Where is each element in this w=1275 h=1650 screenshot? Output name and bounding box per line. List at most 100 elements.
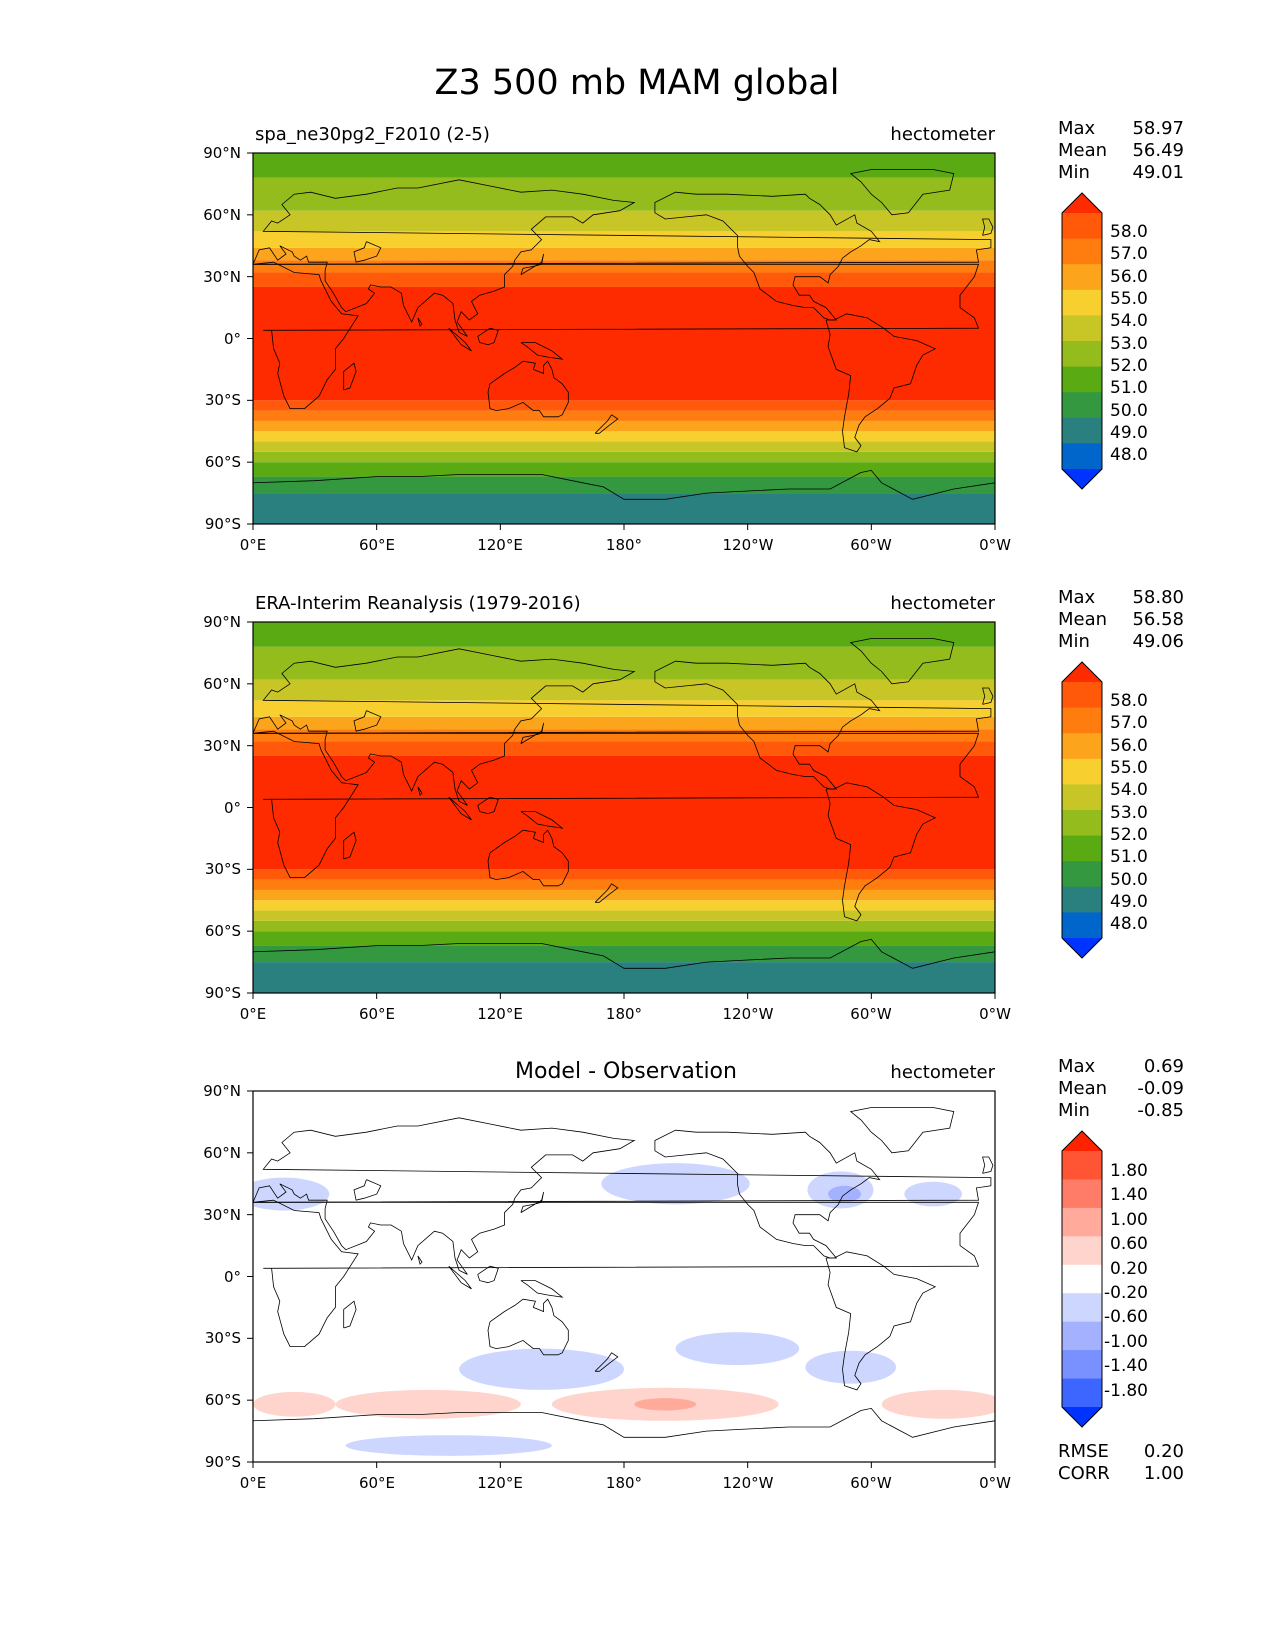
panel-2-cbar-label: 53.0	[1110, 803, 1148, 823]
panel-1-contour-band	[253, 451, 995, 463]
panel-1-max-label: Max	[1058, 118, 1096, 139]
panel-1-ytick-label: 60°N	[203, 206, 241, 224]
panel-2-coastline	[654, 660, 881, 790]
panel-2-coastline	[253, 730, 980, 878]
panel-3-cbar-label: 0.60	[1110, 1234, 1148, 1254]
panel-1-xtick-label: 0°W	[979, 536, 1011, 554]
panel-3-ytick-label: 30°S	[205, 1329, 241, 1347]
panel-2-coastline	[487, 829, 569, 887]
panel-1-coastline	[849, 169, 955, 216]
panel-2-cbar-label: 58.0	[1110, 691, 1148, 711]
panel-3-contour-region	[828, 1185, 862, 1203]
panel-1-cbar-label: 51.0	[1110, 378, 1148, 398]
panel-2-xtick-label: 60°E	[359, 1005, 395, 1023]
panel-2-colorbar-labels: 58.0 57.0 56.0 55.0 54.0 53.0 52.0 51.0 …	[1110, 691, 1148, 934]
panel-1-mean-value: 56.49	[1132, 140, 1184, 161]
panel-3-contour-region	[881, 1389, 995, 1419]
panel-1-min-label: Min	[1058, 162, 1090, 183]
panel-1-contour-band	[253, 247, 995, 261]
panel-1-coastline	[982, 218, 994, 236]
panel-1-ytick-label: 60°S	[205, 453, 241, 471]
panel-3-colorbar	[1061, 1130, 1103, 1428]
figure-title: Z3 500 mb MAM global	[435, 63, 840, 103]
panel-2-mean-label: Mean	[1058, 609, 1107, 630]
panel-3-ytick-label: 0°	[224, 1268, 241, 1286]
panel-1-cbar-label: 55.0	[1110, 289, 1148, 309]
panel-2-ytick-label: 60°N	[203, 675, 241, 693]
panel-2-land-outline	[253, 638, 995, 969]
panel-1-colorbar-swatch	[1062, 315, 1102, 342]
panel-2-contour-band	[253, 729, 995, 742]
panel-3-min-value: -0.85	[1137, 1100, 1184, 1121]
panel-1-colorbar-swatch	[1062, 238, 1102, 265]
panel-2-coastline	[982, 687, 994, 705]
panel-1-cbar-label: 53.0	[1110, 334, 1148, 354]
panel-2-contour-band	[253, 679, 995, 701]
panel-2-contour-band	[253, 931, 995, 946]
panel-2-colorbar-swatch	[1062, 733, 1102, 760]
panel-1-contour-band	[253, 420, 995, 432]
panel-3-contour-region	[675, 1332, 800, 1366]
panel-2-xtick-label: 120°E	[477, 1005, 523, 1023]
panel-3-coastline	[825, 1251, 937, 1391]
panel-3-colorbar-swatch	[1062, 1264, 1102, 1294]
panel-1-contour-band	[253, 410, 995, 421]
panel-1-coastline	[487, 360, 569, 418]
panel-1-cbar-label: 52.0	[1110, 356, 1148, 376]
panel-2-ytick-label: 30°N	[203, 737, 241, 755]
panel-1-colorbar-swatch	[1062, 417, 1102, 444]
panel-2-cbar-label: 50.0	[1110, 870, 1148, 890]
panel-2-contour-band	[253, 716, 995, 730]
panel-1-contour-band	[253, 400, 995, 411]
panel-1-coastline	[520, 342, 564, 360]
panel-1-x-tick-labels: 0°E 60°E 120°E 180° 120°W 60°W 0°W	[240, 536, 1011, 554]
panel-1-coastline	[594, 414, 619, 434]
panel-3-colorbar-swatch	[1062, 1378, 1102, 1408]
panel-2-y-tick-labels: 90°N 60°N 30°N 0° 30°S 60°S 90°S	[203, 613, 241, 1002]
panel-3-ytick-label: 30°N	[203, 1206, 241, 1224]
panel-1-coastline	[520, 253, 544, 275]
panel-1-contour-band	[253, 476, 995, 494]
panel-3-stats: Max 0.69 Mean -0.09 Min -0.85	[1058, 1056, 1184, 1121]
panel-1-contour-band	[253, 441, 995, 452]
panel-2-coastline	[417, 786, 423, 796]
panel-3-ytick-label: 60°N	[203, 1144, 241, 1162]
panel-2-xtick-label: 180°	[606, 1005, 642, 1023]
panel-1-ticks	[247, 152, 996, 530]
panel-1-coastline	[343, 362, 357, 391]
panel-1-ytick-label: 30°S	[205, 391, 241, 409]
panel-3-max-value: 0.69	[1144, 1056, 1184, 1077]
panel-2-max-label: Max	[1058, 587, 1096, 608]
panel-1-colorbar	[1061, 192, 1103, 490]
panel-2-cbar-label: 51.0	[1110, 847, 1148, 867]
panel-2-cbar-label: 54.0	[1110, 780, 1148, 800]
panel-2-ytick-label: 0°	[224, 799, 241, 817]
panel-3-contour-region	[634, 1398, 697, 1411]
panel-1-ytick-label: 90°S	[205, 515, 241, 533]
panel-2-mean-value: 56.58	[1132, 609, 1184, 630]
panel-1-contour-band	[253, 431, 995, 442]
panel-2-min-value: 49.06	[1132, 631, 1184, 652]
panel-3-xtick-label: 0°E	[240, 1474, 267, 1492]
panel-1-colorbar-labels: 58.0 57.0 56.0 55.0 54.0 53.0 52.0 51.0 …	[1110, 222, 1148, 465]
panel-2-colorbar-swatch	[1062, 810, 1102, 837]
panel-3-cbar-label: 1.00	[1110, 1210, 1148, 1230]
panel-1-coastline	[477, 327, 499, 346]
panel-2-ytick-label: 60°S	[205, 922, 241, 940]
panel-1-ytick-label: 0°	[224, 330, 241, 348]
panel-1-stats: Max 58.97 Mean 56.49 Min 49.01	[1058, 118, 1184, 183]
panel-3-contour-region	[805, 1350, 897, 1384]
panel-2-coastline	[825, 782, 937, 922]
panel-2-coastline	[520, 811, 564, 829]
panel-3-colorbar-outline	[1061, 1130, 1103, 1428]
panel-3-colorbar-extend-max	[1062, 1131, 1102, 1151]
panel-2-contour-band	[253, 879, 995, 890]
panel-1-colorbar-outline	[1061, 192, 1103, 490]
panel-1-cbar-label: 50.0	[1110, 401, 1148, 421]
panel-1-colorbar-swatch	[1062, 341, 1102, 368]
panel-3-contour-region	[253, 1391, 336, 1417]
panel-3-x-tick-labels: 0°E 60°E 120°E 180° 120°W 60°W 0°W	[240, 1474, 1011, 1492]
panel-3-max-label: Max	[1058, 1056, 1096, 1077]
panel-3-map-fill	[253, 1091, 995, 1462]
panel-2-colorbar	[1061, 661, 1103, 959]
